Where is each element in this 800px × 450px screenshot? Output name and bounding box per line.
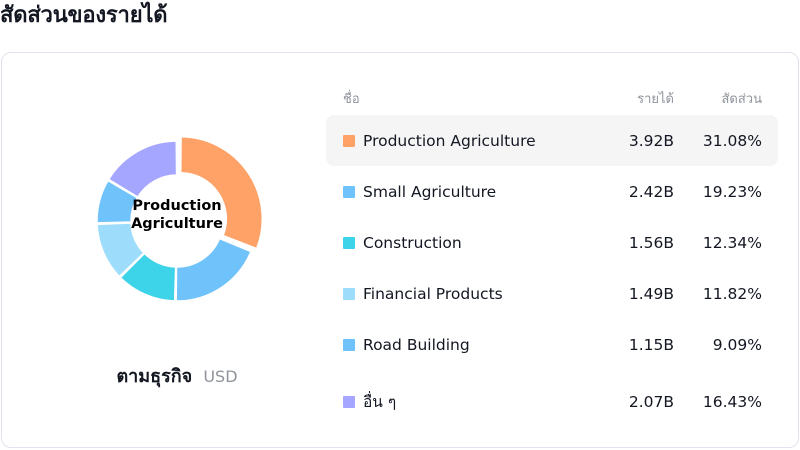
row-name: Small Agriculture: [363, 182, 497, 201]
legend-swatch: [343, 185, 355, 198]
row-revenue: 3.92B: [628, 131, 674, 150]
table-row[interactable]: อื่น ๆ 2.07B 16.43%: [326, 370, 778, 427]
row-revenue: 1.15B: [628, 335, 674, 354]
row-name: Construction: [363, 233, 462, 252]
donut-slice[interactable]: [96, 222, 145, 278]
legend-swatch: [343, 395, 355, 408]
donut-slice[interactable]: [107, 140, 178, 199]
row-share: 9.09%: [712, 335, 762, 354]
donut-section: Production Agriculture ตามธุรกิจ USD: [2, 53, 332, 449]
row-share: 11.82%: [702, 284, 762, 303]
table-row[interactable]: Small Agriculture 2.42B 19.23%: [326, 166, 778, 217]
currency-label: USD: [203, 367, 238, 386]
table-row[interactable]: Production Agriculture 3.92B 31.08%: [326, 115, 778, 166]
header-revenue: รายได้: [637, 91, 674, 107]
row-name: Road Building: [363, 335, 470, 354]
table-row[interactable]: Construction 1.56B 12.34%: [326, 217, 778, 268]
donut-caption: ตามธุรกิจ USD: [2, 361, 352, 390]
row-revenue: 1.49B: [628, 284, 674, 303]
row-name: อื่น ๆ: [363, 393, 397, 411]
legend-swatch: [343, 287, 355, 300]
row-share: 31.08%: [702, 131, 762, 150]
legend-swatch: [343, 134, 355, 147]
page-title: สัดส่วนของรายได้: [0, 3, 168, 28]
donut-center-label: Production Agriculture: [131, 198, 223, 232]
table-row[interactable]: Financial Products 1.49B 11.82%: [326, 268, 778, 319]
legend-swatch: [343, 338, 355, 351]
row-revenue: 2.42B: [628, 182, 674, 201]
row-share: 12.34%: [702, 233, 762, 252]
revenue-breakdown-card: Production Agriculture ตามธุรกิจ USD ชื่…: [1, 52, 799, 448]
donut-slice[interactable]: [175, 237, 252, 302]
row-name: Financial Products: [363, 284, 503, 303]
revenue-donut-chart: [96, 136, 264, 302]
row-revenue: 2.07B: [628, 392, 674, 411]
donut-slice[interactable]: [119, 252, 177, 302]
donut-slice[interactable]: [96, 179, 139, 224]
header-share: สัดส่วน: [721, 91, 763, 107]
revenue-table: ชื่อ รายได้ สัดส่วน Production Agricultu…: [326, 83, 778, 427]
row-share: 19.23%: [702, 182, 762, 201]
header-name: ชื่อ: [343, 91, 360, 107]
segment-by-business-label: ตามธุรกิจ: [116, 366, 193, 387]
table-row[interactable]: Road Building 1.15B 9.09%: [326, 319, 778, 370]
row-revenue: 1.56B: [628, 233, 674, 252]
table-header: ชื่อ รายได้ สัดส่วน: [326, 83, 778, 113]
row-share: 16.43%: [702, 392, 762, 411]
row-name: Production Agriculture: [363, 131, 536, 150]
donut-slice[interactable]: [179, 136, 264, 250]
legend-swatch: [343, 236, 355, 249]
